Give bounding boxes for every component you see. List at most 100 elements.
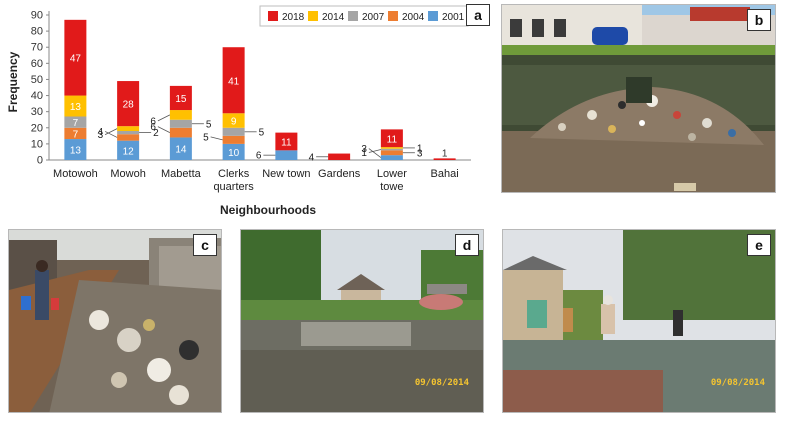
bar-value-label: 6 [150, 122, 156, 133]
x-axis-label: Neighbourhoods [220, 203, 316, 217]
y-tick-label: 30 [31, 106, 43, 118]
bar-segment [64, 139, 87, 160]
y-axis-label: Frequency [6, 51, 20, 112]
bar-segment [222, 127, 245, 136]
bar-segment [169, 85, 192, 111]
photo-date-stamp: 09/08/2014 [710, 378, 765, 388]
bar-segment [328, 153, 351, 160]
bar-value-label: 3 [417, 148, 423, 159]
bar-segment [222, 47, 245, 114]
legend-label: 2004 [402, 12, 425, 23]
legend-swatch [428, 11, 438, 21]
chart-bars [64, 19, 456, 160]
bar-segment [222, 135, 245, 144]
bar-segment [222, 143, 245, 160]
photo-c-image [9, 230, 221, 412]
legend-swatch [348, 11, 358, 21]
y-tick-label: 20 [31, 122, 43, 134]
bar-segment [275, 150, 298, 160]
bar-segment [117, 126, 140, 131]
bar-segment [64, 116, 87, 128]
bar-segment [380, 147, 403, 149]
bar-value-label: 1 [442, 148, 448, 159]
bar-segment [64, 19, 87, 96]
y-tick-label: 10 [31, 138, 43, 150]
bar-segment [64, 127, 87, 140]
bar-segment [380, 148, 403, 151]
bar-value-label: 15 [175, 94, 187, 105]
bar-segment [64, 95, 87, 117]
bar-value-label: 41 [228, 76, 240, 87]
bar-segment [169, 110, 192, 120]
panel-label-b: b [747, 9, 771, 31]
y-tick-label: 40 [31, 90, 43, 102]
bar-value-label: 1 [417, 143, 423, 154]
bar-value-label: 12 [123, 146, 135, 157]
bar-value-label: 2 [153, 128, 159, 139]
bar-segment [275, 132, 298, 151]
bar-segment [222, 113, 245, 128]
y-tick-label: 60 [31, 58, 43, 70]
x-tick-label: Gardens [318, 168, 361, 180]
panel-label-a: a [466, 4, 490, 26]
x-tick-label: Clerks [218, 168, 250, 180]
bar-segment [117, 131, 140, 135]
bar-value-label: 28 [123, 100, 135, 111]
photo-date-stamp: 09/08/2014 [414, 378, 469, 388]
x-tick-label: New town [262, 168, 310, 180]
bar-label-leader [157, 114, 171, 122]
bar-value-label: 5 [259, 127, 265, 138]
bar-value-label: 9 [231, 117, 237, 128]
y-tick-label: 80 [31, 26, 43, 38]
bar-value-label: 11 [387, 134, 398, 145]
y-tick-label: 0 [37, 155, 43, 167]
x-tick-label: Motowoh [53, 168, 98, 180]
x-tick-label: Lower [377, 168, 407, 180]
bar-label-leader [104, 131, 118, 138]
panel-label-c: c [193, 234, 217, 256]
legend-swatch [308, 11, 318, 21]
x-tick-label: Bahai [431, 168, 459, 180]
bar-value-label: 4 [309, 152, 315, 163]
legend-label: 2007 [362, 12, 385, 23]
bar-segment [169, 119, 192, 128]
chart-axes: 0 10 20 30 40 50 60 70 80 90 [31, 10, 471, 167]
legend-label: 2018 [282, 12, 305, 23]
chart-legend: 2018 2014 2007 2004 2001 [259, 5, 469, 27]
bar-value-label: 14 [175, 145, 187, 156]
bar-segment [117, 134, 140, 141]
bar-value-label: 6 [150, 116, 156, 127]
panel-label-e: e [747, 234, 771, 256]
bar-label-leader [104, 128, 118, 135]
bar-segment [169, 127, 192, 138]
photo-c-street-waste: c [8, 229, 222, 413]
x-tick-label: Mowoh [110, 168, 145, 180]
bar-segment [169, 137, 192, 160]
legend-label: 2001 [442, 12, 465, 23]
bar-segment [380, 155, 403, 160]
photo-d-image [241, 230, 483, 412]
panel-label-d: d [455, 234, 479, 256]
legend-label: 2014 [322, 12, 345, 23]
legend-swatch [268, 11, 278, 21]
x-tick-label: quarters [213, 181, 254, 193]
bar-value-label: 7 [73, 129, 79, 140]
y-tick-label: 50 [31, 74, 43, 86]
bar-value-label: 5 [203, 132, 209, 143]
y-tick-label: 90 [31, 10, 43, 22]
x-tick-label: towe [380, 181, 403, 193]
photo-b-garbage-roadside: b [501, 4, 776, 193]
photo-e-flooded-yard: 09/08/2014 e [502, 229, 776, 413]
legend-swatch [388, 11, 398, 21]
x-tick-label: Mabetta [161, 168, 202, 180]
bar-value-label: 3 [98, 130, 104, 141]
bar-label-leader [368, 149, 381, 153]
bar-value-label: 13 [70, 102, 82, 113]
bar-segment [380, 129, 403, 148]
bar-label-leader [368, 148, 382, 158]
bar-segment [117, 140, 140, 160]
bar-value-label: 13 [70, 146, 82, 157]
